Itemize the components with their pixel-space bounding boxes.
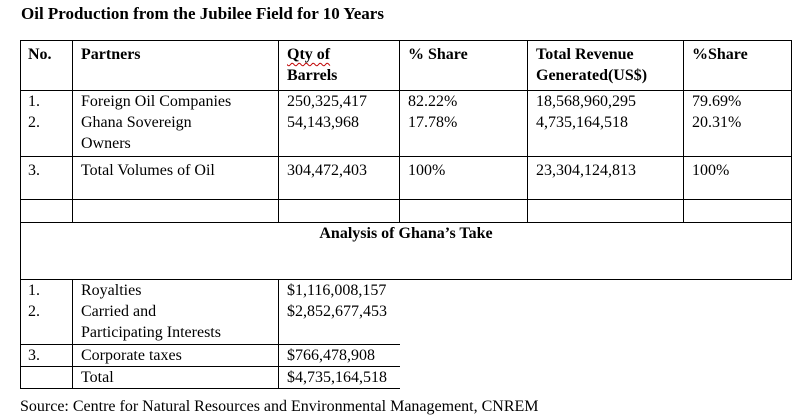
- analysis-item: Corporate taxes: [72, 344, 279, 367]
- document-title: Oil Production from the Jubilee Field fo…: [21, 4, 384, 23]
- row-partner-line2: Owners: [81, 135, 131, 152]
- header-qty-line2: Barrels: [287, 67, 338, 84]
- analysis-item: Royalties: [72, 278, 279, 301]
- analysis-item: Total: [72, 366, 279, 389]
- oil-production-table: No. Partners Qty of Barrels % Share Tota…: [20, 40, 792, 389]
- row-no: 2.: [20, 112, 73, 157]
- row-share: 82.22%: [399, 90, 528, 112]
- analysis-row: 2. Carried and Participating Interests $…: [20, 300, 792, 345]
- row-share: 100%: [399, 155, 528, 200]
- row-revenue: 23,304,124,813: [527, 155, 684, 200]
- analysis-item-line1: Carried and: [81, 302, 157, 320]
- empty-cell: [20, 198, 73, 223]
- analysis-row: 3. Corporate taxes $766,478,908: [20, 344, 792, 367]
- row-share2: 79.69%: [683, 90, 792, 112]
- analysis-value: $766,478,908: [278, 344, 400, 367]
- analysis-blank: [400, 279, 792, 301]
- row-revenue: 4,735,164,518: [527, 112, 684, 157]
- empty-row: [20, 198, 792, 223]
- analysis-row: 1. Royalties $1,116,008,157: [20, 278, 792, 301]
- row-share: 17.78%: [399, 112, 528, 157]
- header-qty: Qty of Barrels: [278, 40, 400, 91]
- row-qty: 54,143,968: [278, 112, 400, 157]
- analysis-item: Carried and Participating Interests: [72, 300, 279, 345]
- analysis-no: 3.: [20, 344, 73, 367]
- analysis-value: $4,735,164,518: [278, 366, 400, 389]
- header-no: No.: [20, 40, 73, 91]
- header-revenue-line2: Generated(US$): [536, 67, 648, 84]
- table-row: 3. Total Volumes of Oil 304,472,403 100%…: [20, 155, 792, 200]
- header-revenue-line1: Total Revenue: [536, 46, 634, 63]
- row-share2: 100%: [683, 155, 792, 200]
- analysis-title: Analysis of Ghana’s Take: [20, 221, 792, 280]
- empty-cell: [278, 198, 400, 223]
- empty-cell: [527, 198, 684, 223]
- empty-cell: [399, 198, 528, 223]
- analysis-blank: [400, 367, 792, 389]
- header-revenue: Total Revenue Generated(US$): [527, 40, 684, 91]
- row-qty: 250,325,417: [278, 90, 400, 112]
- source-note: Source: Centre for Natural Resources and…: [20, 398, 539, 415]
- analysis-blank: [400, 345, 792, 367]
- header-qty-line1: Qty of: [287, 46, 331, 63]
- analysis-value: $2,852,677,453: [278, 300, 400, 345]
- analysis-no: 1.: [20, 278, 73, 301]
- analysis-section-row: Analysis of Ghana’s Take: [20, 221, 792, 280]
- empty-cell: [72, 198, 279, 223]
- table-row: 1. Foreign Oil Companies 250,325,417 82.…: [20, 90, 792, 112]
- header-share2: %Share: [683, 40, 792, 91]
- header-share: % Share: [399, 40, 528, 91]
- row-partner: Foreign Oil Companies: [72, 90, 279, 112]
- analysis-blank: [400, 301, 792, 345]
- row-share2: 20.31%: [683, 112, 792, 157]
- header-partners: Partners: [72, 40, 279, 91]
- row-partner-line1: Ghana Sovereign: [81, 114, 192, 131]
- analysis-total-row: Total $4,735,164,518: [20, 366, 792, 389]
- analysis-item-line2: Participating Interests: [81, 323, 221, 341]
- row-revenue: 18,568,960,295: [527, 90, 684, 112]
- row-no: 3.: [20, 155, 73, 200]
- table-row: 2. Ghana Sovereign Owners 54,143,968 17.…: [20, 112, 792, 157]
- empty-cell: [683, 198, 792, 223]
- analysis-value: $1,116,008,157: [278, 278, 400, 301]
- row-no: 1.: [20, 90, 73, 112]
- row-partner: Total Volumes of Oil: [72, 155, 279, 200]
- row-qty: 304,472,403: [278, 155, 400, 200]
- analysis-no: 2.: [20, 300, 73, 345]
- row-partner: Ghana Sovereign Owners: [72, 112, 279, 157]
- analysis-no: [20, 366, 73, 389]
- table-header-row: No. Partners Qty of Barrels % Share Tota…: [20, 40, 792, 91]
